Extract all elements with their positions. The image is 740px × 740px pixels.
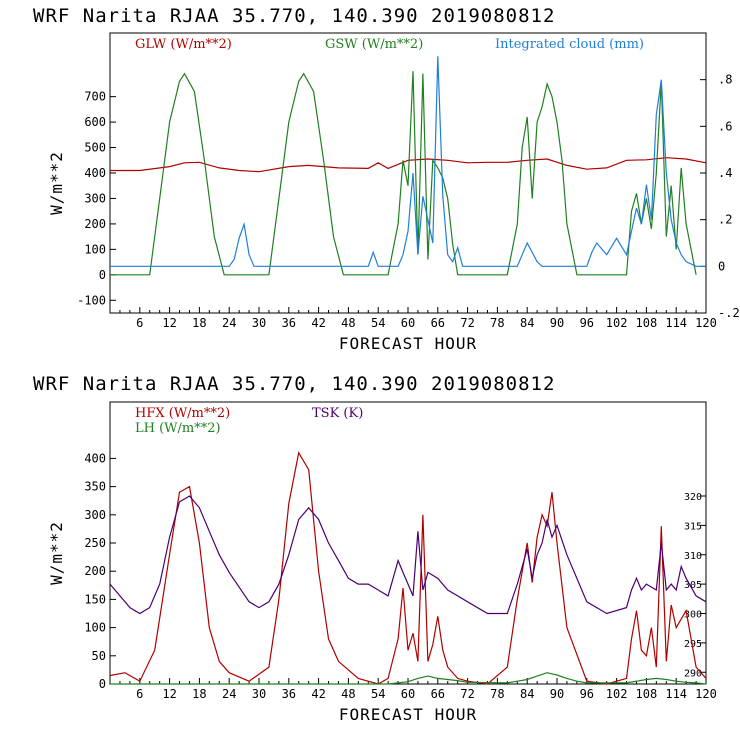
x-tick-label: 120 [695,687,717,701]
x-tick-label: 24 [222,687,236,701]
y-tick-label: 400 [84,166,106,180]
x-tick-label: 18 [192,687,206,701]
series-line-hfx [109,451,707,685]
y2-tick-label: .2 [718,213,732,227]
x-axis-label: FORECAST HOUR [339,705,477,724]
y-tick-label: 50 [92,649,106,663]
x-axis-label: FORECAST HOUR [339,334,477,353]
y2-tick-label: 295 [684,639,702,650]
legend-entry: TSK (K) [312,406,363,421]
x-tick-label: 66 [431,687,445,701]
x-tick-label: 48 [341,316,355,330]
bottom-panel: WRF Narita RJAA 35.770, 140.390 20190808… [33,373,717,724]
y-tick-label: 500 [84,141,106,155]
y-tick-label: 200 [84,217,106,231]
legend-entry: HFX (W/m**2) [135,406,230,421]
y-tick-label: 700 [84,90,106,104]
x-tick-label: 78 [490,316,504,330]
y2-tick-label: 310 [684,551,702,562]
y2-tick-label: 320 [684,492,702,503]
y-tick-label: 350 [84,480,106,494]
x-tick-label: 114 [665,316,687,330]
series-line-lh [110,672,707,685]
x-tick-label: 84 [520,687,534,701]
x-tick-label: 120 [695,316,717,330]
y-tick-label: 600 [84,115,106,129]
y-tick-label: 300 [84,191,106,205]
panel-title: WRF Narita RJAA 35.770, 140.390 20190808… [33,5,555,27]
y-tick-label: 0 [99,268,106,282]
legend-entry: LH (W/m**2) [135,421,221,436]
series-line-tsk [109,495,707,615]
y2-tick-label: .4 [718,166,732,180]
x-tick-label: 66 [431,316,445,330]
y-tick-label: 300 [84,508,106,522]
y-axis-label: W/m**2 [47,151,66,215]
series-line-glw [110,157,707,173]
x-tick-label: 102 [606,316,628,330]
y-tick-label: 100 [84,621,106,635]
legend-entry: Integrated cloud (mm) [495,37,644,52]
x-tick-label: 60 [401,316,415,330]
legend-entry: GLW (W/m**2) [135,37,232,52]
x-tick-label: 24 [222,316,236,330]
x-tick-label: 6 [136,687,143,701]
y2-tick-label: 315 [684,521,702,532]
x-tick-label: 84 [520,316,534,330]
top-panel: WRF Narita RJAA 35.770, 140.390 20190808… [33,5,740,353]
y-tick-label: 150 [84,592,106,606]
y2-tick-label: 300 [684,610,702,621]
x-tick-label: 108 [636,687,658,701]
x-tick-label: 54 [371,687,385,701]
x-tick-label: 90 [550,316,564,330]
y-tick-label: 400 [84,451,106,465]
x-tick-label: 48 [341,687,355,701]
y-tick-label: 200 [84,564,106,578]
x-tick-label: 108 [636,316,658,330]
x-tick-label: 96 [580,316,594,330]
y2-tick-label: .8 [718,73,732,87]
y-tick-label: 250 [84,536,106,550]
x-tick-label: 96 [580,687,594,701]
x-tick-label: 54 [371,316,385,330]
x-tick-label: 30 [252,687,266,701]
x-tick-label: 12 [162,316,176,330]
x-tick-label: 42 [311,687,325,701]
x-tick-label: 36 [282,316,296,330]
x-tick-label: 6 [136,316,143,330]
y-tick-label: -100 [77,293,106,307]
y-tick-label: 0 [99,677,106,691]
x-tick-label: 36 [282,687,296,701]
x-tick-label: 90 [550,687,564,701]
x-tick-label: 102 [606,687,628,701]
x-tick-label: 114 [665,687,687,701]
y2-tick-label: 290 [684,668,702,679]
x-tick-label: 60 [401,687,415,701]
y-tick-label: 100 [84,242,106,256]
legend-entry: GSW (W/m**2) [325,37,423,52]
y-axis-label: W/m**2 [47,521,66,585]
x-tick-label: 30 [252,316,266,330]
x-tick-label: 72 [460,687,474,701]
y2-tick-label: -.2 [718,306,740,320]
x-tick-label: 72 [460,316,474,330]
panel-title: WRF Narita RJAA 35.770, 140.390 20190808… [33,373,555,395]
y2-tick-label: 305 [684,580,702,591]
y2-tick-label: 0 [718,259,725,273]
x-tick-label: 18 [192,316,206,330]
series-line-integrated [110,56,706,267]
y2-tick-label: .6 [718,119,732,133]
series-line-gsw [110,71,697,276]
x-tick-label: 12 [162,687,176,701]
x-tick-label: 42 [311,316,325,330]
x-tick-label: 78 [490,687,504,701]
